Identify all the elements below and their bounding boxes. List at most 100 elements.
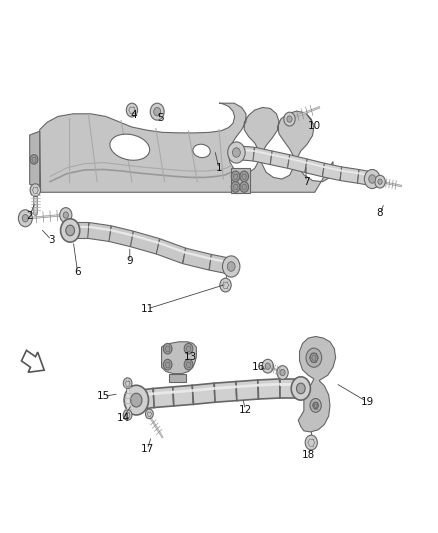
Circle shape xyxy=(18,210,32,227)
Polygon shape xyxy=(340,167,359,183)
Circle shape xyxy=(227,262,235,271)
Text: 1: 1 xyxy=(215,164,223,173)
Polygon shape xyxy=(69,222,88,238)
Circle shape xyxy=(262,359,273,373)
Polygon shape xyxy=(359,172,374,177)
Polygon shape xyxy=(231,168,251,193)
Polygon shape xyxy=(136,392,153,397)
Circle shape xyxy=(364,169,380,189)
Polygon shape xyxy=(270,151,290,168)
Circle shape xyxy=(265,363,270,369)
Circle shape xyxy=(150,103,164,120)
Circle shape xyxy=(123,410,132,420)
Circle shape xyxy=(60,219,80,242)
Polygon shape xyxy=(69,225,88,228)
Circle shape xyxy=(66,225,74,236)
Text: 9: 9 xyxy=(127,256,133,266)
Circle shape xyxy=(297,383,305,394)
Circle shape xyxy=(63,212,68,218)
Polygon shape xyxy=(110,229,133,237)
Circle shape xyxy=(184,343,193,354)
Text: 14: 14 xyxy=(117,413,130,423)
Circle shape xyxy=(313,402,318,409)
Circle shape xyxy=(375,175,385,188)
Circle shape xyxy=(369,175,376,183)
Polygon shape xyxy=(233,171,239,193)
Polygon shape xyxy=(234,148,254,152)
Circle shape xyxy=(163,359,172,370)
Polygon shape xyxy=(258,379,280,399)
Text: 18: 18 xyxy=(302,450,315,460)
Circle shape xyxy=(126,103,138,117)
Polygon shape xyxy=(324,166,342,172)
Circle shape xyxy=(233,148,240,157)
Circle shape xyxy=(231,182,240,192)
Polygon shape xyxy=(258,383,280,386)
Text: 11: 11 xyxy=(141,304,154,314)
Polygon shape xyxy=(253,147,272,165)
Polygon shape xyxy=(156,239,186,263)
Text: 12: 12 xyxy=(238,405,252,415)
Text: 4: 4 xyxy=(131,110,138,120)
Polygon shape xyxy=(173,385,194,406)
Circle shape xyxy=(154,108,161,116)
Circle shape xyxy=(310,399,321,413)
Polygon shape xyxy=(135,389,155,410)
Polygon shape xyxy=(236,384,258,388)
Text: 15: 15 xyxy=(97,391,110,401)
Polygon shape xyxy=(236,380,259,401)
Polygon shape xyxy=(214,382,237,402)
Circle shape xyxy=(184,359,193,370)
Polygon shape xyxy=(272,154,289,159)
Polygon shape xyxy=(306,161,324,168)
Circle shape xyxy=(145,409,153,419)
Ellipse shape xyxy=(193,144,210,158)
Text: 17: 17 xyxy=(141,445,154,455)
Circle shape xyxy=(231,171,240,182)
Circle shape xyxy=(378,179,382,184)
Circle shape xyxy=(240,171,249,182)
Polygon shape xyxy=(305,159,325,177)
Circle shape xyxy=(123,378,132,389)
Circle shape xyxy=(223,256,240,277)
Text: 3: 3 xyxy=(48,235,55,245)
Polygon shape xyxy=(341,169,359,174)
Circle shape xyxy=(124,385,148,415)
Polygon shape xyxy=(192,383,215,405)
Circle shape xyxy=(280,369,285,376)
Text: 2: 2 xyxy=(26,211,33,221)
Circle shape xyxy=(131,393,142,407)
Polygon shape xyxy=(88,223,111,241)
Polygon shape xyxy=(88,225,111,231)
Polygon shape xyxy=(287,155,307,173)
Text: 13: 13 xyxy=(184,352,198,361)
Circle shape xyxy=(310,353,318,362)
Circle shape xyxy=(306,348,322,367)
Polygon shape xyxy=(254,150,272,156)
Polygon shape xyxy=(153,391,173,395)
Polygon shape xyxy=(234,146,254,161)
Circle shape xyxy=(240,182,249,192)
Polygon shape xyxy=(280,383,301,385)
Circle shape xyxy=(305,435,318,450)
Polygon shape xyxy=(322,163,342,181)
Polygon shape xyxy=(30,131,40,188)
Polygon shape xyxy=(109,226,133,247)
Text: 7: 7 xyxy=(303,176,309,187)
Polygon shape xyxy=(214,385,236,390)
Text: 16: 16 xyxy=(251,362,265,372)
Polygon shape xyxy=(193,387,215,392)
Polygon shape xyxy=(357,169,374,186)
Polygon shape xyxy=(183,248,212,270)
Circle shape xyxy=(60,208,72,222)
Polygon shape xyxy=(280,379,301,398)
Polygon shape xyxy=(162,342,196,374)
Text: 8: 8 xyxy=(377,208,383,219)
Circle shape xyxy=(277,366,288,379)
Circle shape xyxy=(228,142,245,163)
Polygon shape xyxy=(289,157,307,164)
Polygon shape xyxy=(21,350,44,373)
Text: 5: 5 xyxy=(157,113,163,123)
Circle shape xyxy=(284,112,295,126)
Polygon shape xyxy=(211,257,232,264)
